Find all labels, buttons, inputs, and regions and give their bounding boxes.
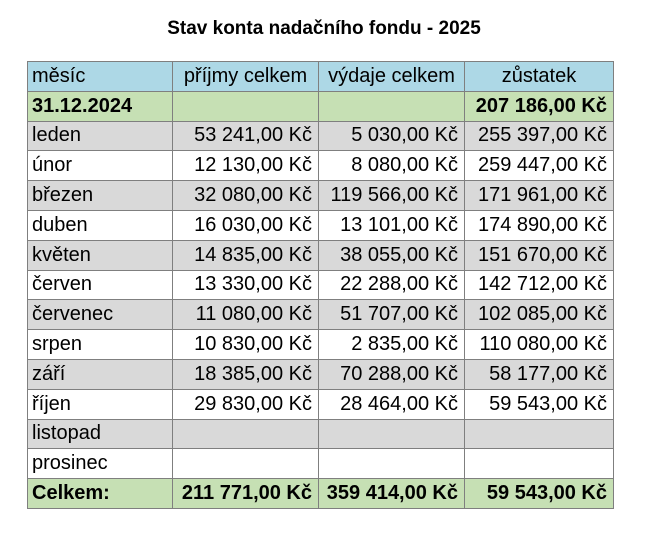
income-cell: 14 835,00 Kč (172, 239, 319, 271)
balance-cell: 171 961,00 Kč (464, 180, 614, 211)
table-row: únor 12 130,00 Kč 8 080,00 Kč 259 447,00… (27, 150, 614, 182)
month-cell: červen (27, 269, 173, 301)
expense-cell: 8 080,00 Kč (318, 150, 465, 182)
month-cell: březen (27, 180, 173, 211)
expense-cell: 2 835,00 Kč (318, 329, 465, 360)
total-income: 211 771,00 Kč (172, 478, 319, 509)
fund-balance-table: měsíc příjmy celkem výdaje celkem zůstat… (27, 61, 614, 509)
income-cell: 32 080,00 Kč (172, 180, 319, 211)
month-cell: říjen (27, 388, 173, 420)
table-row: červenec 11 080,00 Kč 51 707,00 Kč 102 0… (27, 299, 614, 331)
opening-balance: 207 186,00 Kč (464, 90, 614, 122)
month-cell: srpen (27, 329, 173, 360)
expense-cell: 51 707,00 Kč (318, 299, 465, 331)
month-cell: červenec (27, 299, 173, 331)
total-balance: 59 543,00 Kč (464, 478, 614, 509)
income-cell: 10 830,00 Kč (172, 329, 319, 360)
balance-cell: 255 397,00 Kč (464, 120, 614, 152)
expense-cell (318, 418, 465, 450)
balance-cell (464, 418, 614, 450)
expense-cell: 22 288,00 Kč (318, 269, 465, 301)
income-cell: 18 385,00 Kč (172, 358, 319, 390)
table-row: červen 13 330,00 Kč 22 288,00 Kč 142 712… (27, 269, 614, 301)
table-row: duben 16 030,00 Kč 13 101,00 Kč 174 890,… (27, 209, 614, 241)
balance-cell (464, 448, 614, 480)
balance-cell: 151 670,00 Kč (464, 239, 614, 271)
month-cell: listopad (27, 418, 173, 450)
month-cell: leden (27, 120, 173, 152)
balance-cell: 259 447,00 Kč (464, 150, 614, 182)
month-cell: duben (27, 209, 173, 241)
balance-cell: 58 177,00 Kč (464, 358, 614, 390)
expense-cell: 38 055,00 Kč (318, 239, 465, 271)
header-row: měsíc příjmy celkem výdaje celkem zůstat… (27, 61, 614, 92)
total-label: Celkem: (27, 478, 173, 509)
income-cell: 12 130,00 Kč (172, 150, 319, 182)
income-cell: 53 241,00 Kč (172, 120, 319, 152)
expense-cell: 5 030,00 Kč (318, 120, 465, 152)
month-cell: květen (27, 239, 173, 271)
table-row: říjen 29 830,00 Kč 28 464,00 Kč 59 543,0… (27, 388, 614, 420)
table-row: září 18 385,00 Kč 70 288,00 Kč 58 177,00… (27, 358, 614, 390)
header-expense: výdaje celkem (318, 61, 465, 92)
header-income: příjmy celkem (172, 61, 319, 92)
expense-cell: 13 101,00 Kč (318, 209, 465, 241)
income-cell: 11 080,00 Kč (172, 299, 319, 331)
header-balance: zůstatek (464, 61, 614, 92)
table-row: listopad (27, 418, 614, 450)
month-cell: únor (27, 150, 173, 182)
opening-date: 31.12.2024 (27, 90, 173, 122)
total-expense: 359 414,00 Kč (318, 478, 465, 509)
balance-cell: 110 080,00 Kč (464, 329, 614, 360)
balance-cell: 59 543,00 Kč (464, 388, 614, 420)
table-row: srpen 10 830,00 Kč 2 835,00 Kč 110 080,0… (27, 329, 614, 360)
income-cell: 29 830,00 Kč (172, 388, 319, 420)
income-cell (172, 448, 319, 480)
opening-income-cell (172, 90, 319, 122)
opening-expense-cell (318, 90, 465, 122)
expense-cell: 28 464,00 Kč (318, 388, 465, 420)
income-cell: 13 330,00 Kč (172, 269, 319, 301)
expense-cell: 119 566,00 Kč (318, 180, 465, 211)
month-cell: prosinec (27, 448, 173, 480)
income-cell (172, 418, 319, 450)
table-row: prosinec (27, 448, 614, 480)
table-row: květen 14 835,00 Kč 38 055,00 Kč 151 670… (27, 239, 614, 271)
total-row: Celkem: 211 771,00 Kč 359 414,00 Kč 59 5… (27, 478, 614, 509)
expense-cell (318, 448, 465, 480)
income-cell: 16 030,00 Kč (172, 209, 319, 241)
table-row: březen 32 080,00 Kč 119 566,00 Kč 171 96… (27, 180, 614, 211)
balance-cell: 102 085,00 Kč (464, 299, 614, 331)
expense-cell: 70 288,00 Kč (318, 358, 465, 390)
balance-cell: 174 890,00 Kč (464, 209, 614, 241)
balance-cell: 142 712,00 Kč (464, 269, 614, 301)
opening-balance-row: 31.12.2024 207 186,00 Kč (27, 90, 614, 122)
page-title: Stav konta nadačního fondu - 2025 (167, 18, 481, 39)
header-month: měsíc (27, 61, 173, 92)
table-row: leden 53 241,00 Kč 5 030,00 Kč 255 397,0… (27, 120, 614, 152)
month-cell: září (27, 358, 173, 390)
